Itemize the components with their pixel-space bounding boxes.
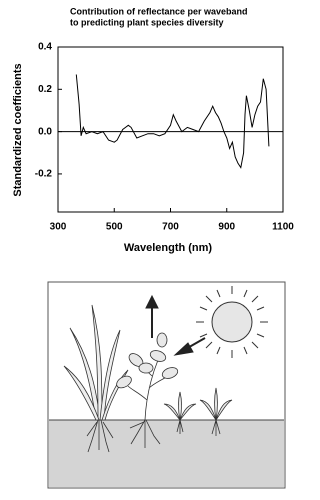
x-tick-label: 900 bbox=[218, 222, 235, 233]
leafy-plant bbox=[116, 332, 179, 448]
x-axis-label: Wavelength (nm) bbox=[124, 242, 213, 254]
small-plants bbox=[163, 387, 233, 436]
y-tick-label: 0.2 bbox=[38, 84, 52, 95]
chart-title-line-1: Contribution of reflectance per waveband bbox=[70, 6, 248, 16]
x-tick-label: 300 bbox=[50, 222, 67, 233]
plot-frame bbox=[57, 46, 284, 213]
x-tick-label: 700 bbox=[162, 222, 179, 233]
illustration bbox=[47, 281, 286, 489]
y-tick-label: 0.0 bbox=[38, 126, 52, 137]
page: Contribution of reflectance per waveband… bbox=[12, 6, 294, 489]
x-tick-label: 500 bbox=[106, 222, 123, 233]
chart: Contribution of reflectance per waveband… bbox=[12, 6, 294, 254]
y-tick-label: 0.4 bbox=[38, 42, 52, 53]
y-tick-label: -0.2 bbox=[35, 169, 53, 180]
x-tick-label: 1100 bbox=[272, 222, 294, 233]
ground bbox=[49, 420, 284, 487]
arrows bbox=[145, 294, 206, 356]
chart-title-line-2: to predicting plant species diversity bbox=[70, 17, 224, 27]
grass-plant bbox=[63, 304, 129, 453]
sun bbox=[196, 286, 268, 358]
y-axis-label: Standardized coefficients bbox=[12, 63, 24, 196]
data-line bbox=[75, 74, 270, 169]
